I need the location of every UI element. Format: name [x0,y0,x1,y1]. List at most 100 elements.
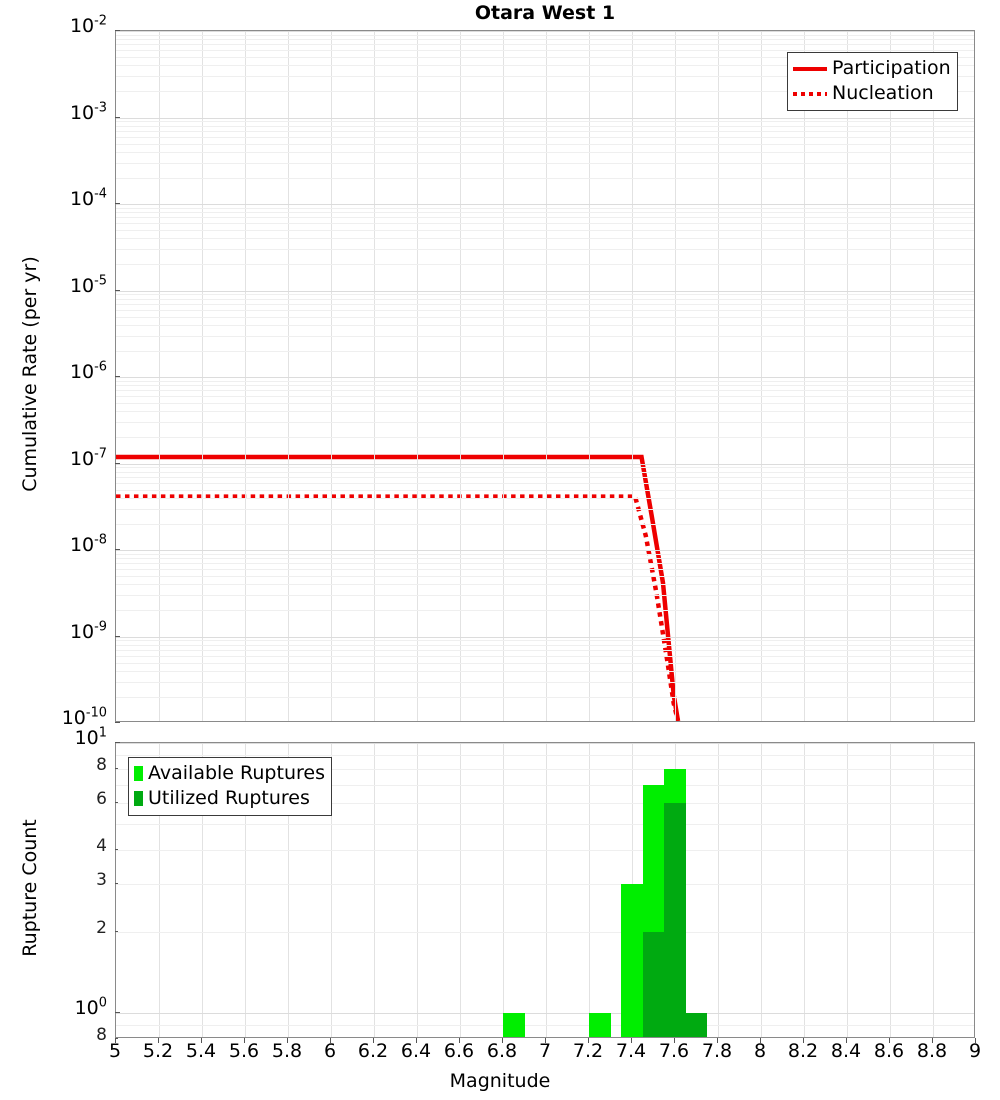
gridline-horizontal-minor [116,644,974,646]
y-tick-mark-minor [115,883,118,885]
gridline-vertical [718,31,719,721]
gridline-horizontal [116,1012,974,1014]
x-axis-title: Magnitude [449,1070,551,1092]
x-tick-label: 5 [108,1040,122,1062]
gridline-horizontal [116,743,974,744]
y-tick-label-minor: 8 [96,1025,107,1045]
gridline-horizontal-minor [116,207,974,209]
x-tick-mark [545,1038,546,1043]
gridline-horizontal-minor [116,696,974,698]
rupture-legend: Available Ruptures Utilized Ruptures [128,757,332,816]
x-tick-mark [502,1038,503,1043]
rupture-count-plot-area [116,743,974,1037]
y-tick-mark [115,289,120,291]
gridline-horizontal-minor [116,523,974,525]
gridline-horizontal-minor [116,136,974,138]
x-tick-mark [975,1038,976,1043]
legend-item-utilized-ruptures: Utilized Ruptures [134,786,325,811]
y-tick-label: 10-3 [69,100,107,124]
gridline-horizontal-minor [116,662,974,664]
gridline-horizontal-minor [116,50,974,52]
gridline-horizontal-minor [116,324,974,326]
legend-item-participation: Participation [793,56,951,81]
gridline-vertical [374,743,375,1037]
gridline-horizontal-minor [116,584,974,586]
x-tick-mark [330,1038,331,1043]
y-tick-label: 10-7 [69,446,107,470]
gridline-vertical [589,743,590,1037]
gridline-horizontal [116,824,974,826]
gridline-horizontal [116,850,974,852]
gridline-vertical [202,31,203,721]
x-tick-mark [244,1038,245,1043]
gridline-horizontal [116,802,974,804]
gridline-vertical [159,743,160,1037]
y-tick-mark [115,30,120,31]
x-tick-label: 8.6 [873,1040,905,1062]
x-tick-label: 5.2 [142,1040,174,1062]
gridline-vertical [460,743,461,1037]
gridline-vertical [890,31,891,721]
gridline-horizontal-minor [116,437,974,439]
gridline-vertical [847,31,848,721]
gridline-vertical [374,31,375,721]
bar-utilized-ruptures [642,931,665,1037]
x-tick-mark [115,1038,116,1043]
gridline-horizontal-minor [116,390,974,392]
legend-item-available-ruptures: Available Ruptures [134,761,325,786]
bar-utilized-ruptures [664,802,686,1037]
gridline-horizontal-minor [116,476,974,478]
gridline-horizontal [116,884,974,886]
y-tick-mark [115,203,120,204]
x-tick-label: 7.4 [615,1040,647,1062]
gridline-horizontal-minor [116,44,974,46]
x-tick-label: 6.4 [400,1040,432,1062]
y-tick-label: 10-10 [61,705,107,729]
gridline-horizontal-minor [116,508,974,510]
y-tick-mark [115,722,120,723]
gridline-vertical [159,31,160,721]
cumulative-rate-plot-area [116,31,974,721]
y-tick-mark [115,742,120,743]
x-tick-label: 5.8 [271,1040,303,1062]
gridline-horizontal [116,784,974,786]
legend-label-available-ruptures: Available Ruptures [148,762,325,784]
x-tick-mark [459,1038,460,1043]
gridline-horizontal-minor [116,569,974,571]
legend-item-nucleation: Nucleation [793,81,951,106]
curve-nucleation [116,494,681,721]
y-tick-label-minor: 2 [96,917,107,938]
gridline-vertical [804,31,805,721]
bar-available-ruptures [503,1012,525,1037]
gridline-horizontal-major [116,636,974,638]
x-tick-label: 8.4 [830,1040,862,1062]
y-tick-mark-minor [115,849,118,851]
gridline-horizontal-minor [116,212,974,214]
gridline-horizontal-major [116,290,974,292]
gridline-horizontal-minor [116,471,974,473]
y-tick-label-minor: 8 [96,755,107,776]
x-tick-label: 6 [323,1040,337,1062]
y-tick-label-minor: 6 [96,788,107,809]
gridline-vertical [718,743,719,1037]
legend-label-utilized-ruptures: Utilized Ruptures [148,787,310,809]
gridline-horizontal-major [116,377,974,378]
gridline-vertical [245,743,246,1037]
y-tick-mark [115,549,120,550]
gridline-vertical [546,743,547,1037]
gridline-horizontal [116,755,974,757]
gridline-horizontal-minor [116,403,974,405]
gridline-horizontal-minor [116,422,974,424]
gridline-horizontal-minor [116,217,974,219]
available-ruptures-swatch-icon [134,766,143,781]
gridline-horizontal-minor [116,681,974,683]
gridline-horizontal-minor [116,309,974,311]
gridline-vertical [804,743,805,1037]
x-tick-label: 9 [968,1040,982,1062]
gridline-horizontal-major [116,204,974,205]
x-tick-label: 7.2 [572,1040,604,1062]
gridline-horizontal-minor [116,553,974,555]
solid-line-icon [793,66,827,71]
y-tick-label: 10-4 [69,186,107,210]
